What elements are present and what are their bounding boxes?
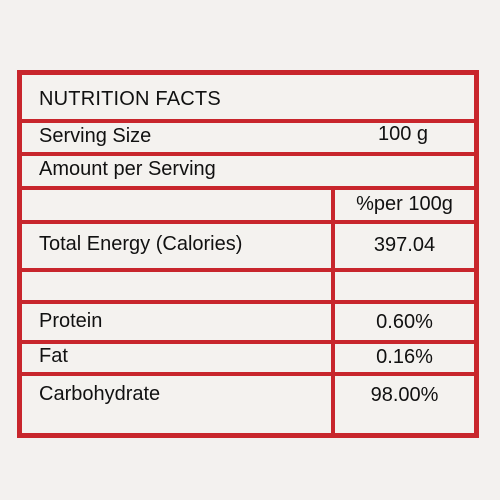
energy-value: 397.04 <box>373 234 436 256</box>
energy-label: Total Energy (Calories) <box>39 233 243 255</box>
divider-after-header <box>22 220 474 224</box>
nutrition-table: NUTRITION FACTS Serving Size 100 g Amoun… <box>17 70 479 438</box>
column-header: %per 100g <box>356 193 453 215</box>
fat-label: Fat <box>39 345 68 367</box>
divider-after-fat <box>22 372 474 376</box>
divider-after-energy <box>22 268 474 272</box>
divider-after-serving <box>22 152 474 156</box>
protein-label: Protein <box>39 310 103 332</box>
column-divider <box>331 186 335 433</box>
table-title: NUTRITION FACTS <box>39 88 221 110</box>
divider-after-blank <box>22 300 474 304</box>
divider-after-title <box>22 119 474 123</box>
divider-after-protein <box>22 340 474 344</box>
carbohydrate-value: 98.00% <box>370 384 439 406</box>
protein-value: 0.60% <box>376 311 433 333</box>
divider-after-amount <box>22 186 474 190</box>
carbohydrate-label: Carbohydrate <box>39 383 161 405</box>
amount-per-serving-label: Amount per Serving <box>39 158 216 180</box>
serving-size-value: 100 g <box>378 123 429 145</box>
fat-value: 0.16% <box>376 346 433 368</box>
serving-size-label: Serving Size <box>39 125 152 147</box>
